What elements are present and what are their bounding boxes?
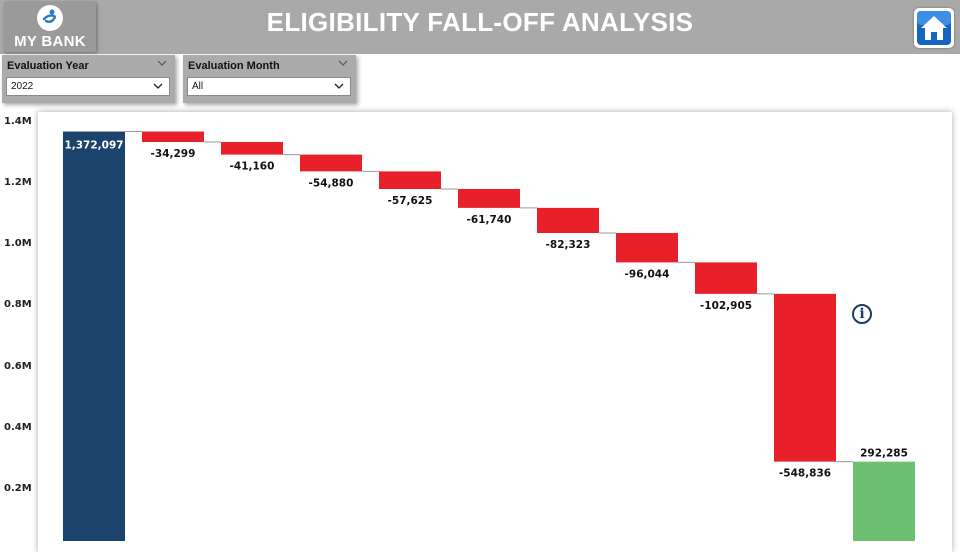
bank-logo[interactable]: MY BANK bbox=[4, 2, 96, 52]
decrease-bar[interactable] bbox=[695, 262, 757, 294]
decrease-bar[interactable] bbox=[616, 233, 678, 263]
data-label: -57,625 bbox=[388, 195, 433, 207]
y-tick-label: 0.2M bbox=[4, 482, 32, 494]
home-icon bbox=[917, 11, 951, 45]
bank-logo-icon bbox=[37, 5, 63, 31]
page-title: ELIGIBILITY FALL-OFF ANALYSIS bbox=[266, 7, 694, 37]
home-button[interactable] bbox=[914, 8, 954, 48]
chevron-down-icon bbox=[153, 83, 163, 89]
data-label: -34,299 bbox=[151, 148, 196, 160]
slicer-collapse-icon[interactable] bbox=[157, 59, 167, 70]
decrease-bar[interactable] bbox=[379, 171, 441, 189]
data-label: -41,160 bbox=[230, 161, 275, 173]
evaluation-month-label: Evaluation Month bbox=[188, 60, 280, 72]
evaluation-year-dropdown[interactable]: 2022 bbox=[6, 77, 170, 96]
data-label: -96,044 bbox=[625, 268, 670, 280]
start-total-bar[interactable] bbox=[63, 131, 125, 541]
y-tick-label: 1.0M bbox=[4, 238, 32, 250]
evaluation-year-slicer: Evaluation Year 2022 bbox=[2, 55, 175, 103]
y-tick-label: 0.8M bbox=[4, 299, 32, 311]
decrease-bar[interactable] bbox=[221, 142, 283, 155]
end-total-bar[interactable] bbox=[853, 461, 915, 541]
data-label: -82,323 bbox=[546, 239, 591, 251]
y-tick-label: 1.2M bbox=[4, 177, 32, 189]
decrease-bar[interactable] bbox=[142, 131, 204, 143]
decrease-bar[interactable] bbox=[537, 207, 599, 234]
data-label: -102,905 bbox=[700, 300, 752, 312]
info-icon[interactable]: i bbox=[852, 304, 872, 324]
y-tick-label: 0.6M bbox=[4, 360, 32, 372]
evaluation-month-slicer: Evaluation Month All bbox=[183, 55, 356, 103]
data-label: -61,740 bbox=[467, 214, 512, 226]
evaluation-month-value: All bbox=[192, 81, 204, 92]
slicer-collapse-icon[interactable] bbox=[338, 59, 348, 70]
data-label: 1,372,097 bbox=[64, 140, 123, 152]
chevron-down-icon bbox=[334, 83, 344, 89]
decrease-bar[interactable] bbox=[458, 188, 520, 208]
decrease-bar[interactable] bbox=[774, 293, 836, 462]
data-label: -548,836 bbox=[779, 468, 831, 480]
y-tick-label: 0.4M bbox=[4, 421, 32, 433]
evaluation-year-value: 2022 bbox=[11, 81, 34, 92]
logo-text: MY BANK bbox=[14, 33, 86, 50]
data-label: -54,880 bbox=[309, 177, 354, 189]
data-label: 292,285 bbox=[860, 448, 908, 460]
header-bar: MY BANK ELIGIBILITY FALL-OFF ANALYSIS bbox=[0, 0, 960, 54]
evaluation-year-label: Evaluation Year bbox=[7, 60, 89, 72]
evaluation-month-dropdown[interactable]: All bbox=[187, 77, 351, 96]
decrease-bar[interactable] bbox=[300, 154, 362, 172]
y-tick-label: 1.4M bbox=[4, 116, 32, 127]
